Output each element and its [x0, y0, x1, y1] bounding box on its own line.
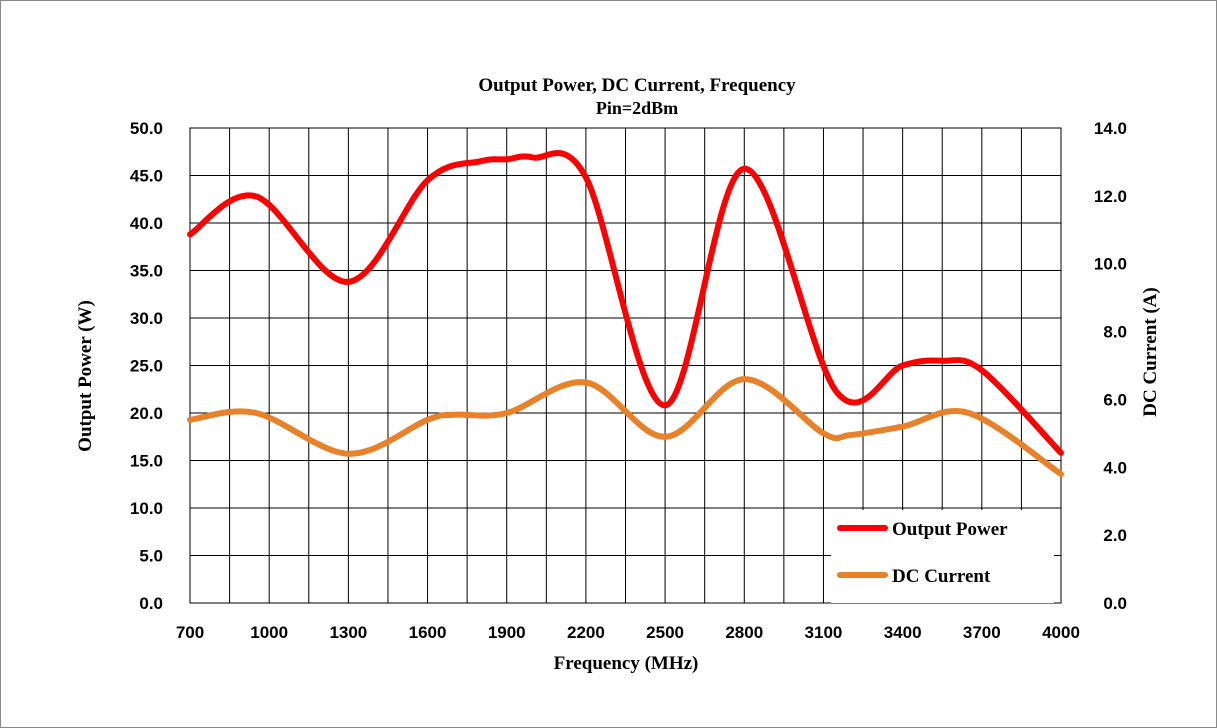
- x-tick-label: 3400: [884, 623, 922, 642]
- x-tick-label: 1000: [250, 623, 288, 642]
- y2-tick-label: 12.0: [1094, 187, 1127, 206]
- y2-tick-label: 14.0: [1094, 119, 1127, 138]
- x-tick-label: 3100: [805, 623, 843, 642]
- series-layer: [187, 150, 1064, 478]
- y-tick-label: 50.0: [130, 119, 163, 138]
- y-tick-label: 0.0: [139, 594, 163, 613]
- y-tick-label: 20.0: [130, 404, 163, 423]
- y-tick-label: 30.0: [130, 309, 163, 328]
- x-tick-label: 1600: [409, 623, 447, 642]
- y-tick-label: 25.0: [130, 357, 163, 376]
- x-tick-label: 1900: [488, 623, 526, 642]
- y2-tick-label: 2.0: [1103, 526, 1127, 545]
- x-tick-label: 1300: [329, 623, 367, 642]
- y-tick-label: 45.0: [130, 167, 163, 186]
- legend: Output Power DC Current: [831, 510, 1054, 603]
- grid-lines: [190, 127, 1062, 604]
- y2-tick-label: 6.0: [1103, 390, 1127, 409]
- y2-tick-label: 8.0: [1103, 323, 1127, 342]
- chart-subtitle: Pin=2dBm: [596, 98, 678, 118]
- tick-labels: 0.0 5.0 10.0 15.0 20.0 25.0 30.0 35.0 40.0 45.0 50…: [130, 119, 1127, 642]
- x-axis-label: Frequency (MHz): [554, 653, 699, 674]
- plot-area-border: [189, 127, 1062, 604]
- x-tick-label: 2500: [646, 623, 684, 642]
- legend-label-dc-current: DC Current: [892, 566, 991, 587]
- x-tick-label: 2200: [567, 623, 605, 642]
- y-axis-label: Output Power (W): [75, 300, 96, 452]
- legend-label-output-power: Output Power: [892, 519, 1008, 540]
- y2-tick-label: 4.0: [1103, 458, 1127, 477]
- y2-tick-label: 0.0: [1103, 594, 1127, 613]
- x-tick-label: 700: [176, 623, 204, 642]
- x-tick-label: 2800: [725, 623, 763, 642]
- y-tick-label: 35.0: [130, 262, 163, 281]
- y-tick-label: 5.0: [139, 547, 163, 566]
- y-tick-label: 10.0: [130, 499, 163, 518]
- y2-tick-label: 10.0: [1094, 255, 1127, 274]
- x-tick-label: 4000: [1042, 623, 1080, 642]
- series-line-output-power: [187, 150, 1064, 456]
- y2-axis-label: DC Current (A): [1140, 287, 1161, 416]
- series-line-dc-current: [187, 376, 1064, 478]
- chart-title: Output Power, DC Current, Frequency: [478, 75, 796, 96]
- x-tick-label: 3700: [963, 623, 1001, 642]
- y-tick-label: 15.0: [130, 452, 163, 471]
- y-tick-label: 40.0: [130, 214, 163, 233]
